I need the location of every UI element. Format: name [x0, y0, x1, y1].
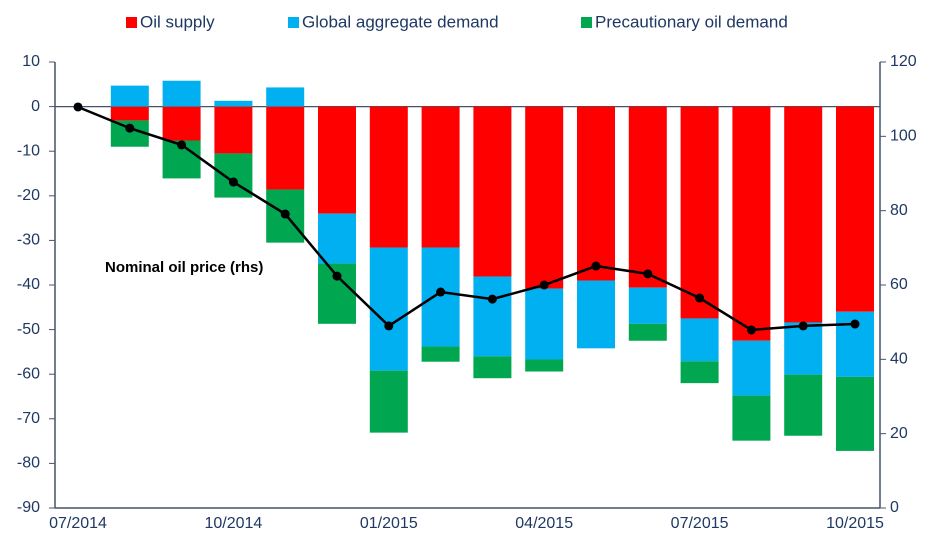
bar-segment — [680, 361, 719, 384]
price-marker — [332, 271, 342, 281]
y-tick-label: -10 — [17, 142, 40, 159]
x-tick-label: 04/2015 — [515, 515, 573, 532]
price-marker — [280, 209, 290, 219]
bar-segment — [162, 80, 201, 107]
bar-segment — [628, 106, 667, 288]
bar-segment — [836, 376, 874, 451]
bar-segment — [369, 247, 408, 371]
price-marker — [746, 325, 756, 335]
x-tick-label: 07/2015 — [671, 515, 729, 532]
x-tick-label: 07/2014 — [49, 515, 107, 532]
y-tick-label: -60 — [17, 365, 40, 382]
bar-segment — [473, 276, 512, 357]
bar-segment — [525, 359, 564, 372]
bar-segment — [421, 247, 460, 347]
y-tick-label: -30 — [17, 232, 40, 249]
price-marker — [695, 293, 705, 303]
bar-segment — [784, 322, 823, 375]
bar-segment — [577, 106, 615, 281]
y2-tick-label: 100 — [890, 128, 917, 145]
y2-tick-label: 120 — [890, 53, 917, 70]
bar-segment — [628, 323, 667, 341]
legend-swatch — [126, 17, 137, 28]
price-marker — [591, 261, 601, 271]
bar-segment — [110, 106, 149, 121]
legend: Oil supply Global aggregate demand Precaut… — [126, 12, 788, 31]
y-tick-label: -90 — [17, 499, 40, 516]
y-tick-label: -80 — [17, 455, 40, 472]
x-tick-label: 01/2015 — [360, 515, 418, 532]
y2-tick-label: 80 — [890, 202, 908, 219]
bar-segment — [369, 370, 408, 433]
price-marker — [228, 177, 238, 187]
bar-segment — [680, 106, 719, 319]
bar-segment — [628, 287, 667, 324]
line-annotation: Nominal oil price (rhs) — [105, 259, 263, 276]
bar-segment — [214, 100, 253, 107]
bar-segment — [421, 346, 460, 362]
price-marker — [487, 294, 497, 304]
bar-segment — [266, 106, 305, 190]
price-marker — [436, 287, 446, 297]
y-tick-label: 10 — [22, 53, 40, 70]
bar-segment — [525, 106, 564, 289]
bar-segment — [732, 106, 771, 341]
legend-swatch — [581, 17, 592, 28]
price-marker — [539, 280, 549, 290]
y2-tick-label: 40 — [890, 351, 908, 368]
bar-segment — [473, 106, 512, 277]
legend-label: Oil supply — [140, 12, 215, 31]
bar-segment — [732, 340, 771, 396]
bar-segment — [110, 85, 149, 107]
price-line — [77, 105, 856, 332]
bar-segment — [473, 356, 512, 379]
legend-label: Precautionary oil demand — [595, 12, 788, 31]
price-marker — [798, 321, 808, 331]
bar-segment — [732, 395, 771, 441]
bar-segment — [784, 106, 823, 323]
y-tick-label: -70 — [17, 410, 40, 427]
bar-segment — [525, 288, 564, 360]
legend-swatch — [288, 17, 299, 28]
price-marker — [643, 269, 653, 279]
legend-label: Global aggregate demand — [302, 12, 499, 31]
price-marker — [177, 140, 187, 150]
y2-tick-label: 0 — [890, 499, 899, 516]
price-marker — [73, 102, 83, 112]
price-marker — [125, 123, 135, 133]
bar-segment — [680, 318, 719, 362]
y2-tick-label: 20 — [890, 425, 908, 442]
bar-segment — [162, 106, 201, 141]
y-tick-label: -50 — [17, 321, 40, 338]
bar-segment — [318, 213, 356, 264]
bar-segment — [266, 87, 305, 107]
bar-segment — [577, 280, 615, 349]
y-tick-label: -20 — [17, 187, 40, 204]
price-marker — [384, 321, 394, 331]
bar-segment — [836, 106, 874, 312]
y-tick-label: 0 — [31, 98, 40, 115]
price-marker — [850, 319, 860, 329]
bar-segment — [318, 106, 356, 214]
y2-tick-label: 60 — [890, 276, 908, 293]
bar-segment — [784, 374, 823, 436]
x-tick-label: 10/2015 — [826, 515, 884, 532]
x-tick-label: 10/2014 — [204, 515, 262, 532]
bar-segment — [369, 106, 408, 248]
bar-segment — [421, 106, 460, 248]
bar-segment — [214, 106, 253, 154]
y-tick-label: -40 — [17, 276, 40, 293]
